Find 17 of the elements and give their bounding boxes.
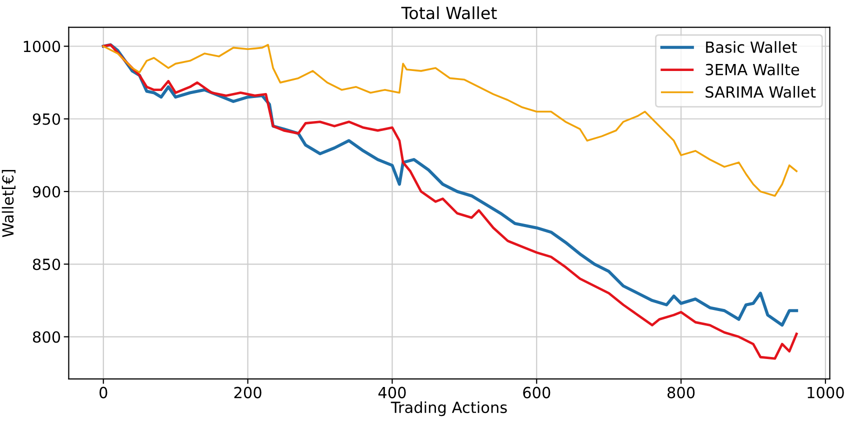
x-tick-label: 200 [234,386,262,398]
y-tick-label: 950 [32,113,60,125]
x-tick-label: 800 [668,386,695,398]
y-tick-label: 1000 [24,40,60,52]
legend-label: Basic Wallet [706,41,797,53]
legend-label: SARIMA Wallet [706,86,816,98]
y-axis-title: Wallet[€] [2,170,16,238]
legend-label: 3EMA Wallte [706,64,800,76]
x-tick-label: 1000 [808,386,844,398]
x-tick-label: 0 [100,386,108,398]
y-tick-label: 900 [32,186,60,198]
y-tick-label: 850 [32,258,60,270]
x-tick-label: 600 [523,386,550,398]
x-tick-label: 400 [378,386,406,398]
chart-title: Total Wallet [401,6,497,20]
y-tick-label: 800 [32,331,60,343]
x-axis-title: Trading Actions [390,401,507,416]
